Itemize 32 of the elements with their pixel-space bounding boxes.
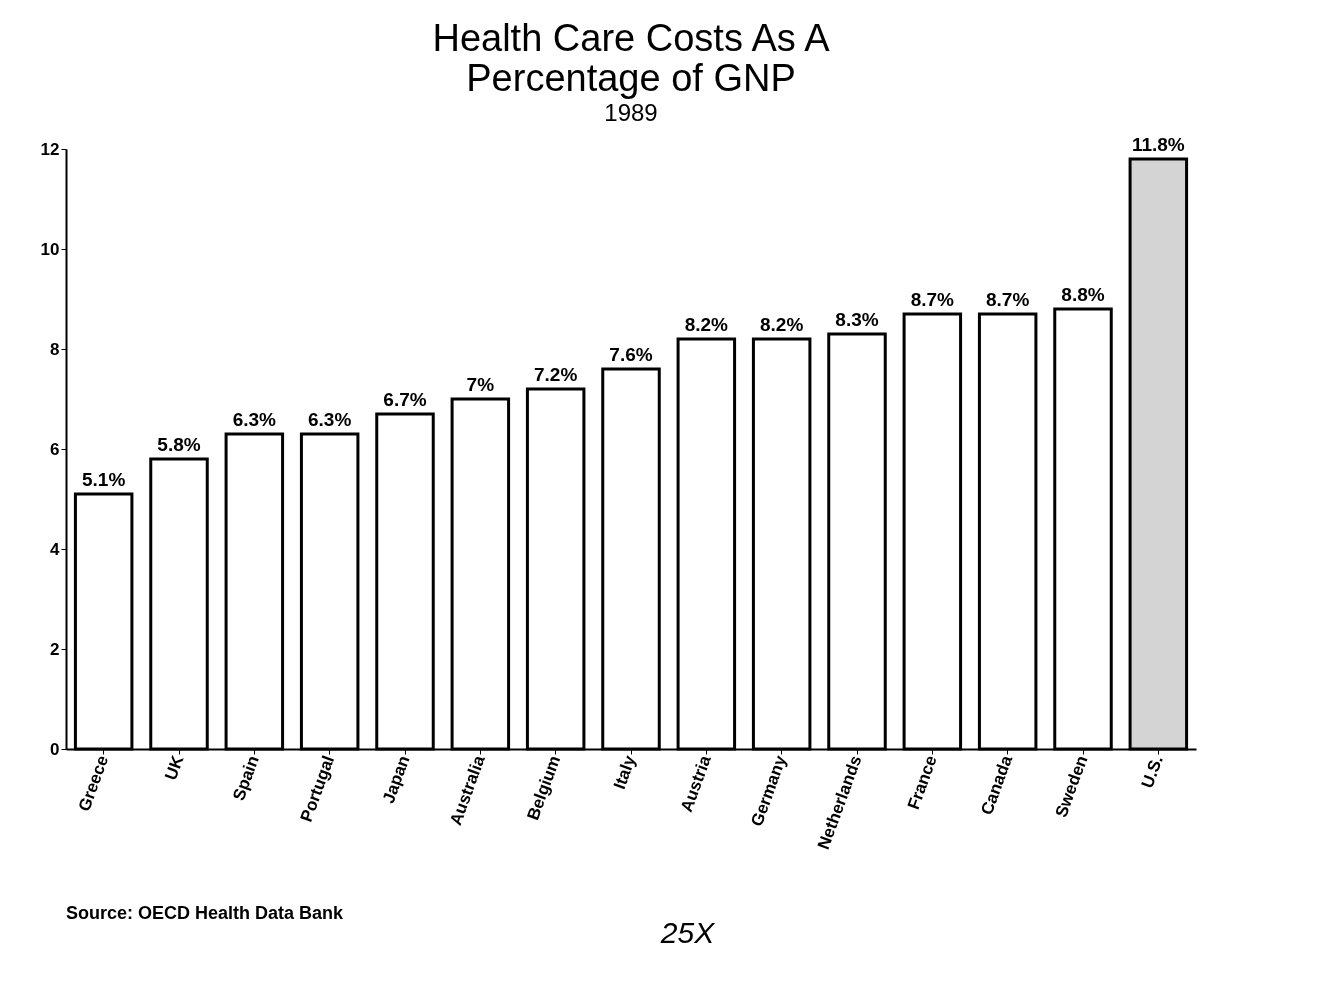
y-tick-label: 0 bbox=[50, 739, 60, 759]
data-label: 8.2% bbox=[684, 314, 729, 335]
data-label: 6.7% bbox=[383, 389, 427, 410]
data-label: 8.7% bbox=[910, 289, 955, 310]
y-tick-label: 8 bbox=[50, 339, 60, 359]
source-note: Source: OECD Health Data Bank bbox=[66, 903, 345, 923]
data-label: 6.3% bbox=[308, 409, 352, 430]
x-tick-label: U.S. bbox=[1137, 753, 1167, 791]
text: 25X bbox=[659, 916, 716, 949]
x-tick-label: Japan bbox=[378, 753, 414, 806]
text: Health Care Costs As A bbox=[432, 17, 830, 59]
x-tick-label: Italy bbox=[609, 752, 640, 792]
data-label: 8.2% bbox=[760, 314, 804, 335]
y-tick-label: 12 bbox=[40, 139, 60, 159]
data-label: 8.8% bbox=[1061, 284, 1105, 305]
data-label: 7% bbox=[466, 374, 495, 395]
y-tick-label: 6 bbox=[50, 439, 60, 459]
x-tick-label: UK bbox=[161, 752, 188, 783]
y-tick-label: 2 bbox=[50, 639, 60, 659]
data-label: 5.8% bbox=[157, 434, 201, 455]
data-label: 11.8% bbox=[1131, 134, 1185, 155]
data-label: 7.2% bbox=[534, 364, 578, 385]
data-label: 8.3% bbox=[835, 309, 879, 330]
data-label: 8.7% bbox=[986, 289, 1030, 310]
y-tick-label: 4 bbox=[50, 539, 61, 559]
chart-subtitle: 1989 bbox=[604, 99, 658, 126]
data-label: 5.1% bbox=[82, 469, 126, 490]
data-label: 7.6% bbox=[609, 344, 653, 365]
x-tick-label: Spain bbox=[229, 753, 263, 804]
text: Percentage of GNP bbox=[466, 57, 796, 99]
y-tick-label: 10 bbox=[40, 239, 60, 259]
data-label: 6.3% bbox=[232, 409, 277, 430]
